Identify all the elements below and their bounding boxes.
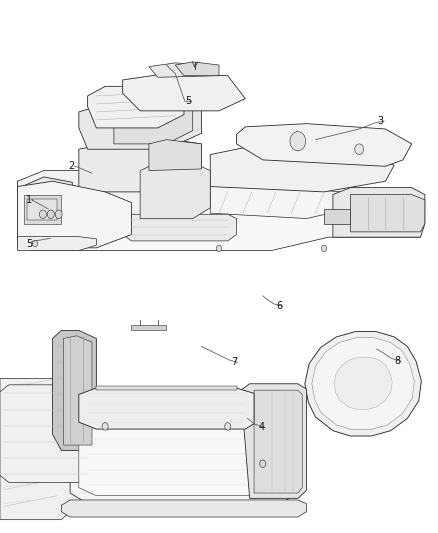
Polygon shape [79,388,254,429]
Polygon shape [18,171,166,237]
Polygon shape [123,214,237,241]
Polygon shape [241,384,307,498]
Polygon shape [149,63,219,77]
Circle shape [216,245,222,252]
Circle shape [321,245,327,252]
Polygon shape [312,338,414,430]
Circle shape [260,460,266,467]
Circle shape [55,210,62,219]
Text: 2: 2 [68,161,74,171]
Polygon shape [334,357,392,409]
Polygon shape [131,325,166,330]
Text: 5: 5 [185,96,191,106]
Polygon shape [18,237,96,251]
Polygon shape [70,390,298,504]
Polygon shape [24,195,61,224]
Polygon shape [79,399,285,496]
Polygon shape [175,62,219,76]
Circle shape [47,210,54,219]
Text: 4: 4 [258,423,265,432]
Polygon shape [64,336,92,445]
Text: 8: 8 [394,357,400,366]
Circle shape [41,243,46,249]
Text: 1: 1 [26,195,32,205]
Polygon shape [324,209,350,224]
Polygon shape [333,188,425,237]
Circle shape [355,144,364,155]
Polygon shape [61,501,307,513]
Text: 5: 5 [26,239,32,248]
Polygon shape [61,500,307,517]
Circle shape [225,423,231,430]
Polygon shape [20,177,72,229]
Circle shape [39,210,46,219]
Polygon shape [123,74,245,111]
Polygon shape [114,101,193,144]
Polygon shape [79,101,201,149]
Polygon shape [254,390,302,493]
Polygon shape [140,163,210,219]
Polygon shape [305,332,421,436]
Text: 6: 6 [276,302,282,311]
Polygon shape [27,199,57,220]
Polygon shape [210,184,342,219]
Text: 3: 3 [378,116,384,126]
Polygon shape [237,124,412,166]
Text: 7: 7 [231,358,237,367]
Polygon shape [149,140,201,171]
Polygon shape [96,386,237,390]
Polygon shape [31,171,420,251]
Polygon shape [0,385,96,482]
Polygon shape [18,181,83,235]
Polygon shape [18,181,131,248]
Polygon shape [350,195,425,232]
Polygon shape [88,86,184,128]
Polygon shape [0,378,96,520]
Circle shape [32,240,38,247]
Polygon shape [53,330,96,450]
Polygon shape [210,144,394,192]
Circle shape [102,423,108,430]
Polygon shape [18,235,105,248]
Circle shape [290,132,306,151]
Polygon shape [79,139,201,192]
